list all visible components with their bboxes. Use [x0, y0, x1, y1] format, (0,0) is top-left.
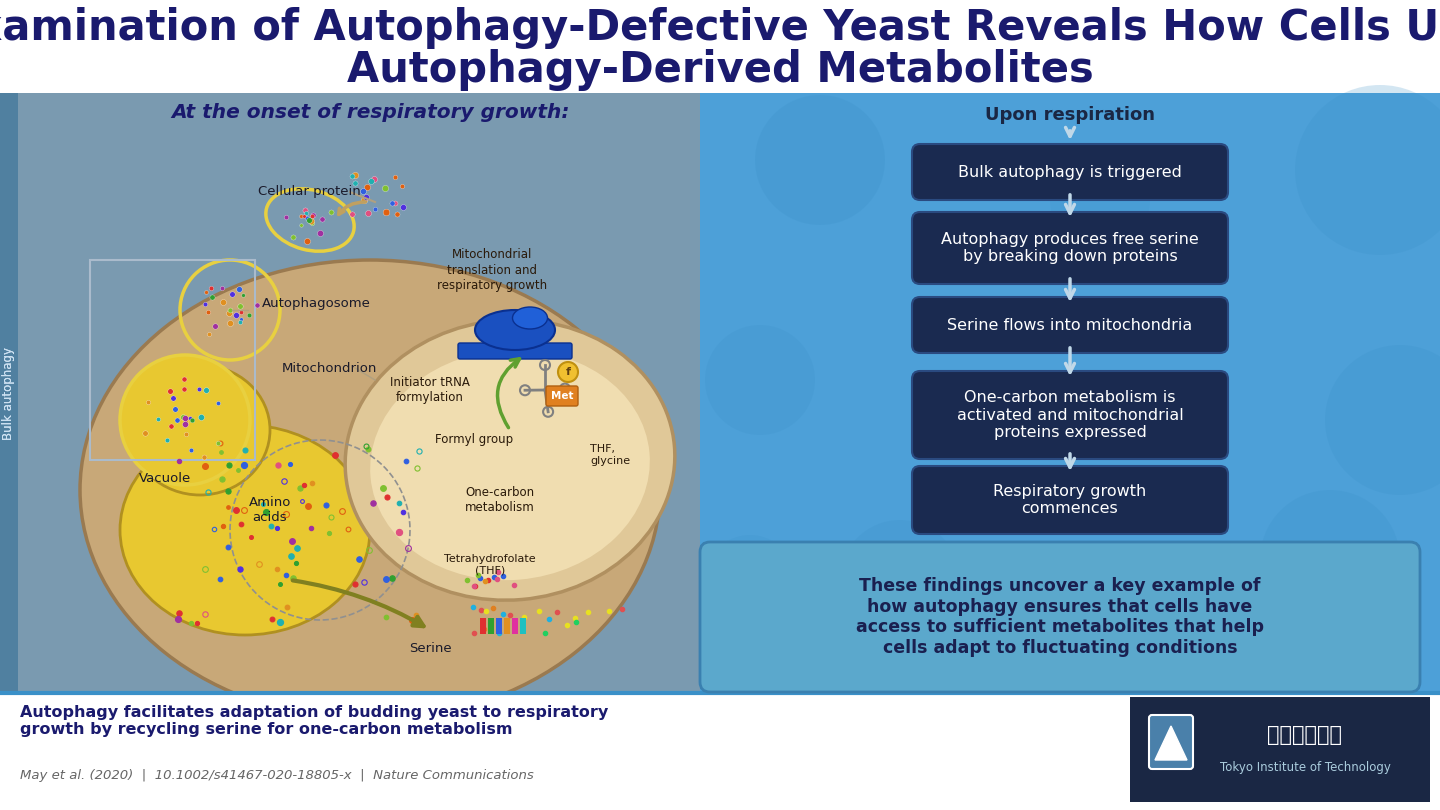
- FancyBboxPatch shape: [912, 466, 1228, 534]
- FancyBboxPatch shape: [488, 618, 494, 634]
- Text: Bulk autophagy: Bulk autophagy: [3, 347, 16, 440]
- Ellipse shape: [513, 307, 547, 329]
- Ellipse shape: [120, 425, 370, 635]
- Text: Formyl group: Formyl group: [435, 433, 513, 446]
- Circle shape: [1050, 150, 1151, 250]
- Text: One-carbon
metabolism: One-carbon metabolism: [465, 486, 534, 514]
- FancyBboxPatch shape: [0, 93, 17, 693]
- Circle shape: [706, 325, 815, 435]
- Text: Tetrahydrofolate
(THF): Tetrahydrofolate (THF): [444, 554, 536, 576]
- Polygon shape: [1155, 726, 1187, 760]
- FancyBboxPatch shape: [912, 144, 1228, 200]
- FancyBboxPatch shape: [912, 212, 1228, 284]
- Text: At the onset of respiratory growth:: At the onset of respiratory growth:: [171, 103, 569, 122]
- FancyBboxPatch shape: [912, 371, 1228, 459]
- Text: Upon respiration: Upon respiration: [985, 106, 1155, 124]
- Text: Respiratory growth
commences: Respiratory growth commences: [994, 484, 1146, 516]
- Circle shape: [120, 355, 251, 485]
- Text: f: f: [566, 367, 570, 377]
- FancyBboxPatch shape: [0, 93, 700, 693]
- Text: Bulk autophagy is triggered: Bulk autophagy is triggered: [958, 164, 1182, 180]
- Ellipse shape: [475, 310, 554, 350]
- Circle shape: [706, 535, 795, 625]
- Text: Autophagy facilitates adaptation of budding yeast to respiratory
growth by recyc: Autophagy facilitates adaptation of budd…: [20, 705, 608, 737]
- Text: These findings uncover a key example of
how autophagy ensures that cells have
ac: These findings uncover a key example of …: [855, 577, 1264, 657]
- Text: Met: Met: [550, 391, 573, 401]
- Text: Bulk autophagy: Bulk autophagy: [3, 347, 16, 440]
- Text: Examination of Autophagy-Defective Yeast Reveals How Cells Use: Examination of Autophagy-Defective Yeast…: [0, 7, 1440, 49]
- FancyBboxPatch shape: [520, 618, 526, 634]
- Circle shape: [1260, 490, 1400, 630]
- FancyBboxPatch shape: [513, 618, 518, 634]
- FancyBboxPatch shape: [504, 618, 510, 634]
- Text: Initiator tRNA
formylation: Initiator tRNA formylation: [390, 376, 469, 404]
- FancyBboxPatch shape: [546, 386, 577, 406]
- Text: May et al. (2020)  |  10.1002/s41467-020-18805-x  |  Nature Communications: May et al. (2020) | 10.1002/s41467-020-1…: [20, 769, 534, 782]
- Text: Amino
acids: Amino acids: [249, 496, 291, 524]
- Text: Serine: Serine: [409, 642, 451, 654]
- FancyBboxPatch shape: [0, 0, 1440, 93]
- FancyBboxPatch shape: [1149, 715, 1192, 769]
- Circle shape: [1295, 85, 1440, 255]
- Ellipse shape: [370, 350, 649, 580]
- Text: Vacuole: Vacuole: [138, 471, 192, 484]
- Text: Mitochondrion: Mitochondrion: [282, 361, 377, 374]
- Circle shape: [559, 362, 577, 382]
- FancyBboxPatch shape: [1130, 697, 1430, 802]
- Ellipse shape: [81, 260, 660, 720]
- Text: Autophagy-Derived Metabolites: Autophagy-Derived Metabolites: [347, 49, 1093, 91]
- Text: Tokyo Institute of Technology: Tokyo Institute of Technology: [1220, 761, 1391, 774]
- Text: THF,
glycine: THF, glycine: [590, 444, 631, 466]
- Ellipse shape: [130, 365, 271, 495]
- Circle shape: [755, 95, 886, 225]
- Circle shape: [840, 520, 960, 640]
- FancyBboxPatch shape: [458, 343, 572, 359]
- Text: Serine flows into mitochondria: Serine flows into mitochondria: [948, 318, 1192, 332]
- FancyBboxPatch shape: [480, 618, 487, 634]
- Text: One-carbon metabolism is
activated and mitochondrial
proteins expressed: One-carbon metabolism is activated and m…: [956, 390, 1184, 440]
- Text: Mitochondrial
translation and
respiratory growth: Mitochondrial translation and respirator…: [436, 249, 547, 292]
- FancyBboxPatch shape: [912, 297, 1228, 353]
- Text: Autophagy produces free serine
by breaking down proteins: Autophagy produces free serine by breaki…: [942, 232, 1200, 264]
- FancyBboxPatch shape: [0, 693, 1440, 810]
- FancyBboxPatch shape: [700, 93, 1440, 693]
- FancyBboxPatch shape: [495, 618, 503, 634]
- Circle shape: [1325, 345, 1440, 495]
- Text: Autophagosome: Autophagosome: [262, 296, 372, 309]
- FancyBboxPatch shape: [700, 542, 1420, 692]
- Ellipse shape: [346, 320, 675, 600]
- Text: Cellular protein: Cellular protein: [258, 185, 361, 198]
- Text: 東京工業大学: 東京工業大学: [1267, 725, 1342, 745]
